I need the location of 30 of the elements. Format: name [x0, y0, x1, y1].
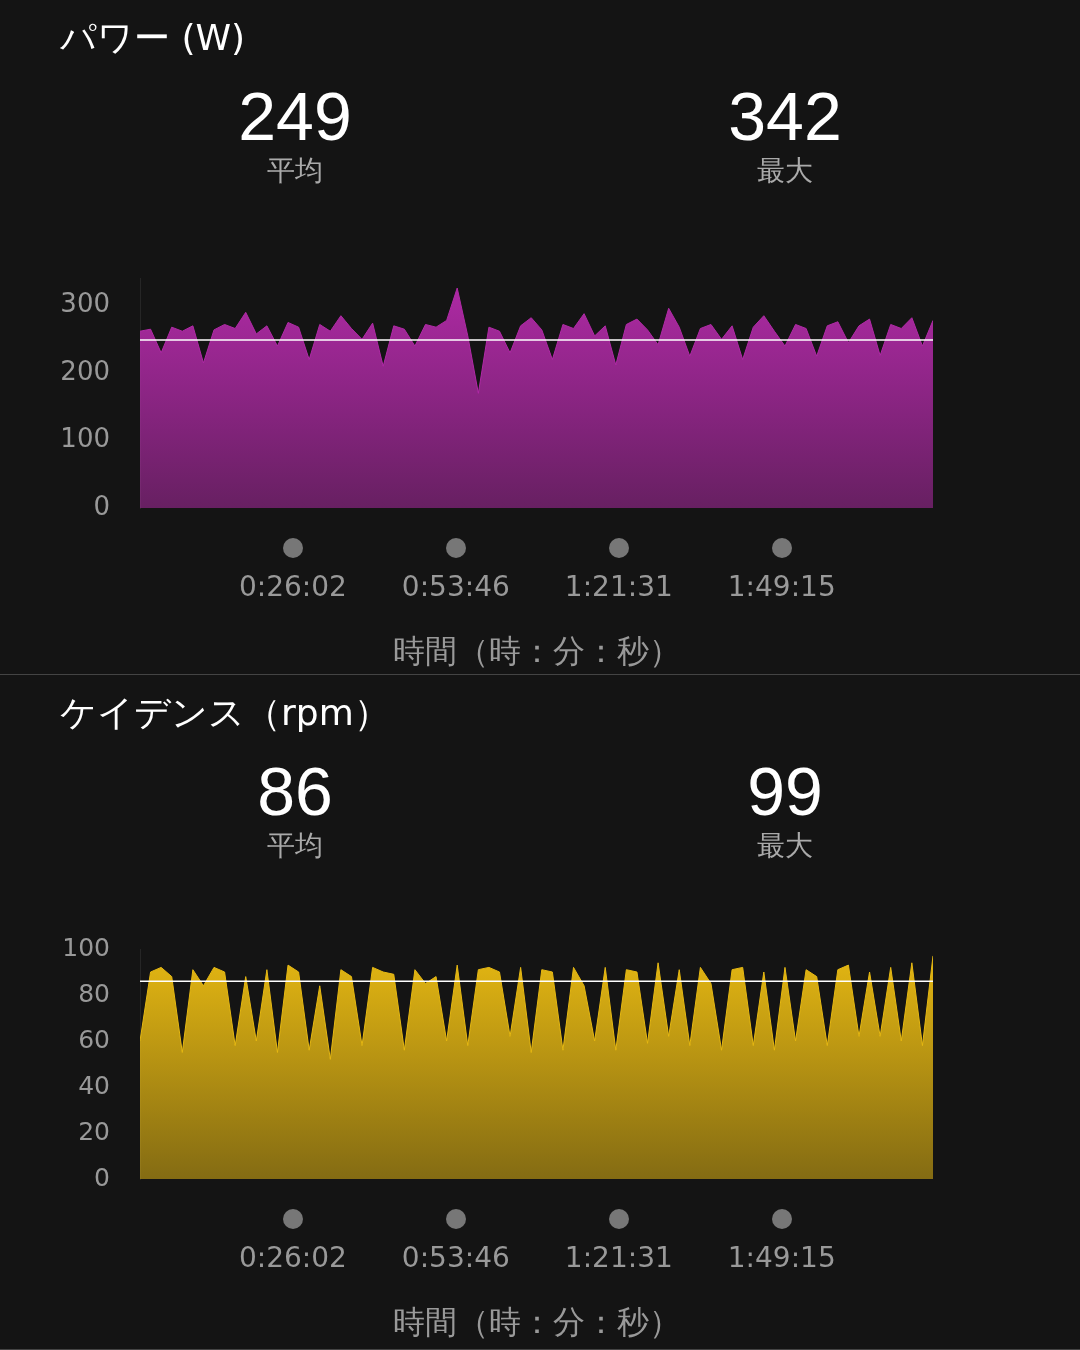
x-axis-title: 時間（時：分：秒）	[392, 1303, 681, 1342]
y-tick-label: 40	[78, 1070, 110, 1100]
chart-title: パワー (W)	[60, 16, 246, 60]
y-tick-label: 0	[93, 490, 110, 521]
x-axis-title: 時間（時：分：秒）	[392, 632, 681, 671]
text: 平均	[266, 153, 324, 189]
text: 342	[727, 78, 843, 154]
text: 最大	[756, 828, 814, 864]
text: 平均	[266, 828, 324, 864]
y-tick-label: 100	[60, 423, 110, 454]
y-tick-label: 100	[62, 932, 110, 962]
x-tick-label: 1:49:15	[727, 1241, 836, 1275]
y-tick-label: 200	[60, 355, 110, 386]
x-tick-label: 0:53:46	[401, 1241, 510, 1275]
y-tick-label: 300	[60, 288, 110, 319]
x-tick-label: 1:21:31	[564, 570, 673, 604]
chart-title: ケイデンス（rpm）	[60, 691, 390, 735]
y-tick-label: 20	[78, 1116, 110, 1146]
y-tick-label: 60	[78, 1024, 110, 1054]
y-tick-label: 80	[78, 978, 110, 1008]
x-tick-label: 1:21:31	[564, 1241, 673, 1275]
x-tick-label: 0:26:02	[238, 1241, 347, 1275]
text: 86	[256, 753, 334, 829]
x-tick-label: 0:26:02	[238, 570, 347, 604]
x-tick-label: 1:49:15	[727, 570, 836, 604]
text: 最大	[756, 153, 814, 189]
y-tick-label: 0	[94, 1162, 110, 1192]
x-tick-label: 0:53:46	[401, 570, 510, 604]
text: 99	[746, 753, 824, 829]
text: 249	[237, 78, 353, 154]
